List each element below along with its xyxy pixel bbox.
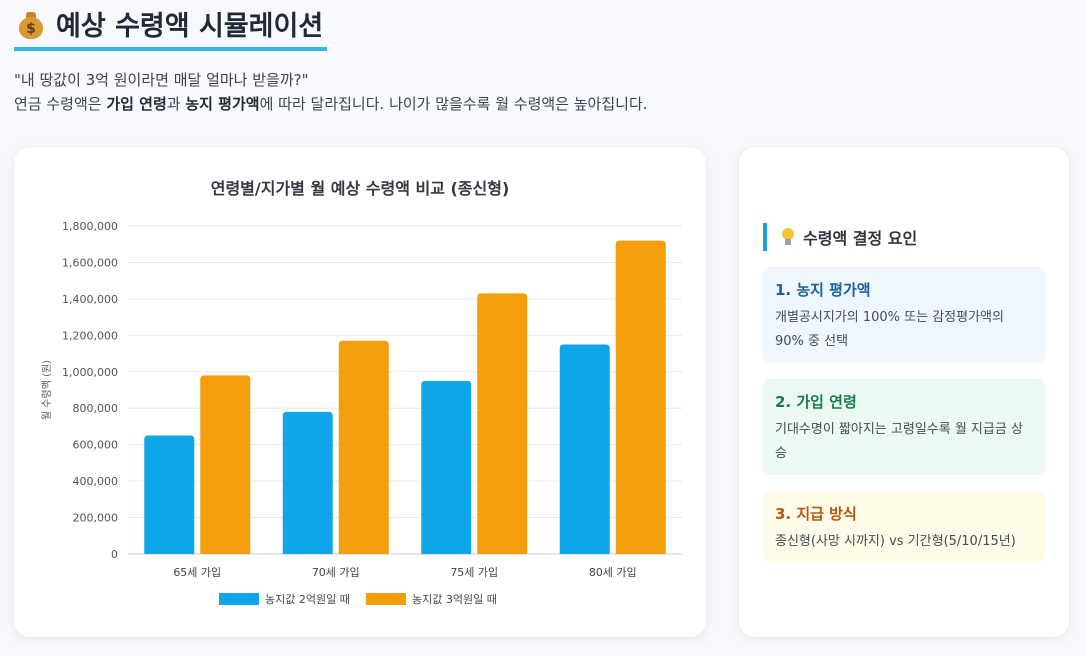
bar xyxy=(421,380,472,554)
y-tick-label: 400,000 xyxy=(73,475,119,488)
y-tick-label: 1,400,000 xyxy=(62,293,118,306)
bar xyxy=(559,344,610,554)
y-tick-label: 1,800,000 xyxy=(62,220,118,233)
intro-bold-age: 가입 연령 xyxy=(106,95,167,113)
factor-title: 2. 가입 연령 xyxy=(775,393,857,411)
chart-card: 연령별/지가별 월 예상 수령액 비교 (종신형) 0 200,000 400,00… xyxy=(14,147,706,637)
factor-payment-method: 3. 지급 방식 종신형(사망 시까지) vs 기간형(5/10/15년) xyxy=(763,491,1045,563)
intro-bold-land: 농지 평가액 xyxy=(185,95,260,113)
bar-chart: 0 200,000 400,000 600,000 800,000 1,000,000 1,… xyxy=(41,220,682,606)
bar xyxy=(338,340,389,554)
x-tick-label: 75세 가입 xyxy=(450,566,498,579)
legend-label: 농지값 3억원일 때 xyxy=(412,592,497,606)
legend-swatch xyxy=(366,593,406,605)
x-tick-label: 70세 가입 xyxy=(312,566,360,579)
chart-title: 연령별/지가별 월 예상 수령액 비교 (종신형) xyxy=(210,179,510,198)
legend-swatch xyxy=(219,593,259,605)
intro-post: 에 따라 달라집니다. 나이가 많을수록 월 수령액은 높아집니다. xyxy=(259,95,648,113)
legend-label: 농지값 2억원일 때 xyxy=(265,592,350,606)
intro-question: "내 땅값이 3억 원이라면 매달 얼마나 받을까?" xyxy=(14,71,309,89)
page-title: $ 예상 수령액 시뮬레이션 xyxy=(14,4,328,51)
intro-text: "내 땅값이 3억 원이라면 매달 얼마나 받을까?" 연금 수령액은 가입 연… xyxy=(14,68,648,116)
money-bag-icon: $ xyxy=(16,9,46,39)
bar xyxy=(477,293,528,554)
bar xyxy=(200,375,251,554)
y-tick-label: 1,000,000 xyxy=(62,366,118,379)
y-tick-label: 200,000 xyxy=(73,512,119,525)
y-tick-label: 800,000 xyxy=(73,402,119,415)
bar xyxy=(615,240,666,555)
factors-card: 수령액 결정 요인 1. 농지 평가액 개별공시지가의 100% 또는 감정평가… xyxy=(739,147,1069,637)
intro-pre: 연금 수령액은 xyxy=(14,95,107,113)
factor-desc: 개별공시지가의 100% 또는 감정평가액의 90% 중 선택 xyxy=(775,310,1004,349)
page-header: $ 예상 수령액 시뮬레이션 xyxy=(14,4,328,51)
factor-land-value: 1. 농지 평가액 개별공시지가의 100% 또는 감정평가액의 90% 중 선… xyxy=(763,267,1045,363)
light-bulb-icon xyxy=(781,227,795,247)
x-tick-label: 80세 가입 xyxy=(589,566,637,579)
factor-join-age: 2. 가입 연령 기대수명이 짧아지는 고령일수록 월 지급금 상승 xyxy=(763,379,1045,475)
y-tick-label: 1,200,000 xyxy=(62,329,118,342)
factor-desc: 종신형(사망 시까지) vs 기간형(5/10/15년) xyxy=(775,534,1016,549)
intro-mid: 과 xyxy=(166,95,186,113)
factors-heading-text: 수령액 결정 요인 xyxy=(803,229,918,248)
bar xyxy=(144,435,195,554)
intro-description: 연금 수령액은 가입 연령과 농지 평가액에 따라 달라집니다. 나이가 많을수… xyxy=(14,92,648,116)
factor-title: 1. 농지 평가액 xyxy=(775,281,871,299)
y-tick-label: 1,600,000 xyxy=(62,256,118,269)
page-title-text: 예상 수령액 시뮬레이션 xyxy=(56,11,324,42)
bar xyxy=(282,411,333,554)
factor-title: 3. 지급 방식 xyxy=(775,505,857,523)
x-tick-label: 65세 가입 xyxy=(173,566,221,579)
y-tick-label: 600,000 xyxy=(73,439,119,452)
factor-desc: 기대수명이 짧아지는 고령일수록 월 지급금 상승 xyxy=(775,422,1023,461)
factors-heading: 수령액 결정 요인 xyxy=(763,223,917,251)
y-axis-label: 월 수령액 (원) xyxy=(41,360,53,420)
y-tick-label: 0 xyxy=(111,548,118,561)
